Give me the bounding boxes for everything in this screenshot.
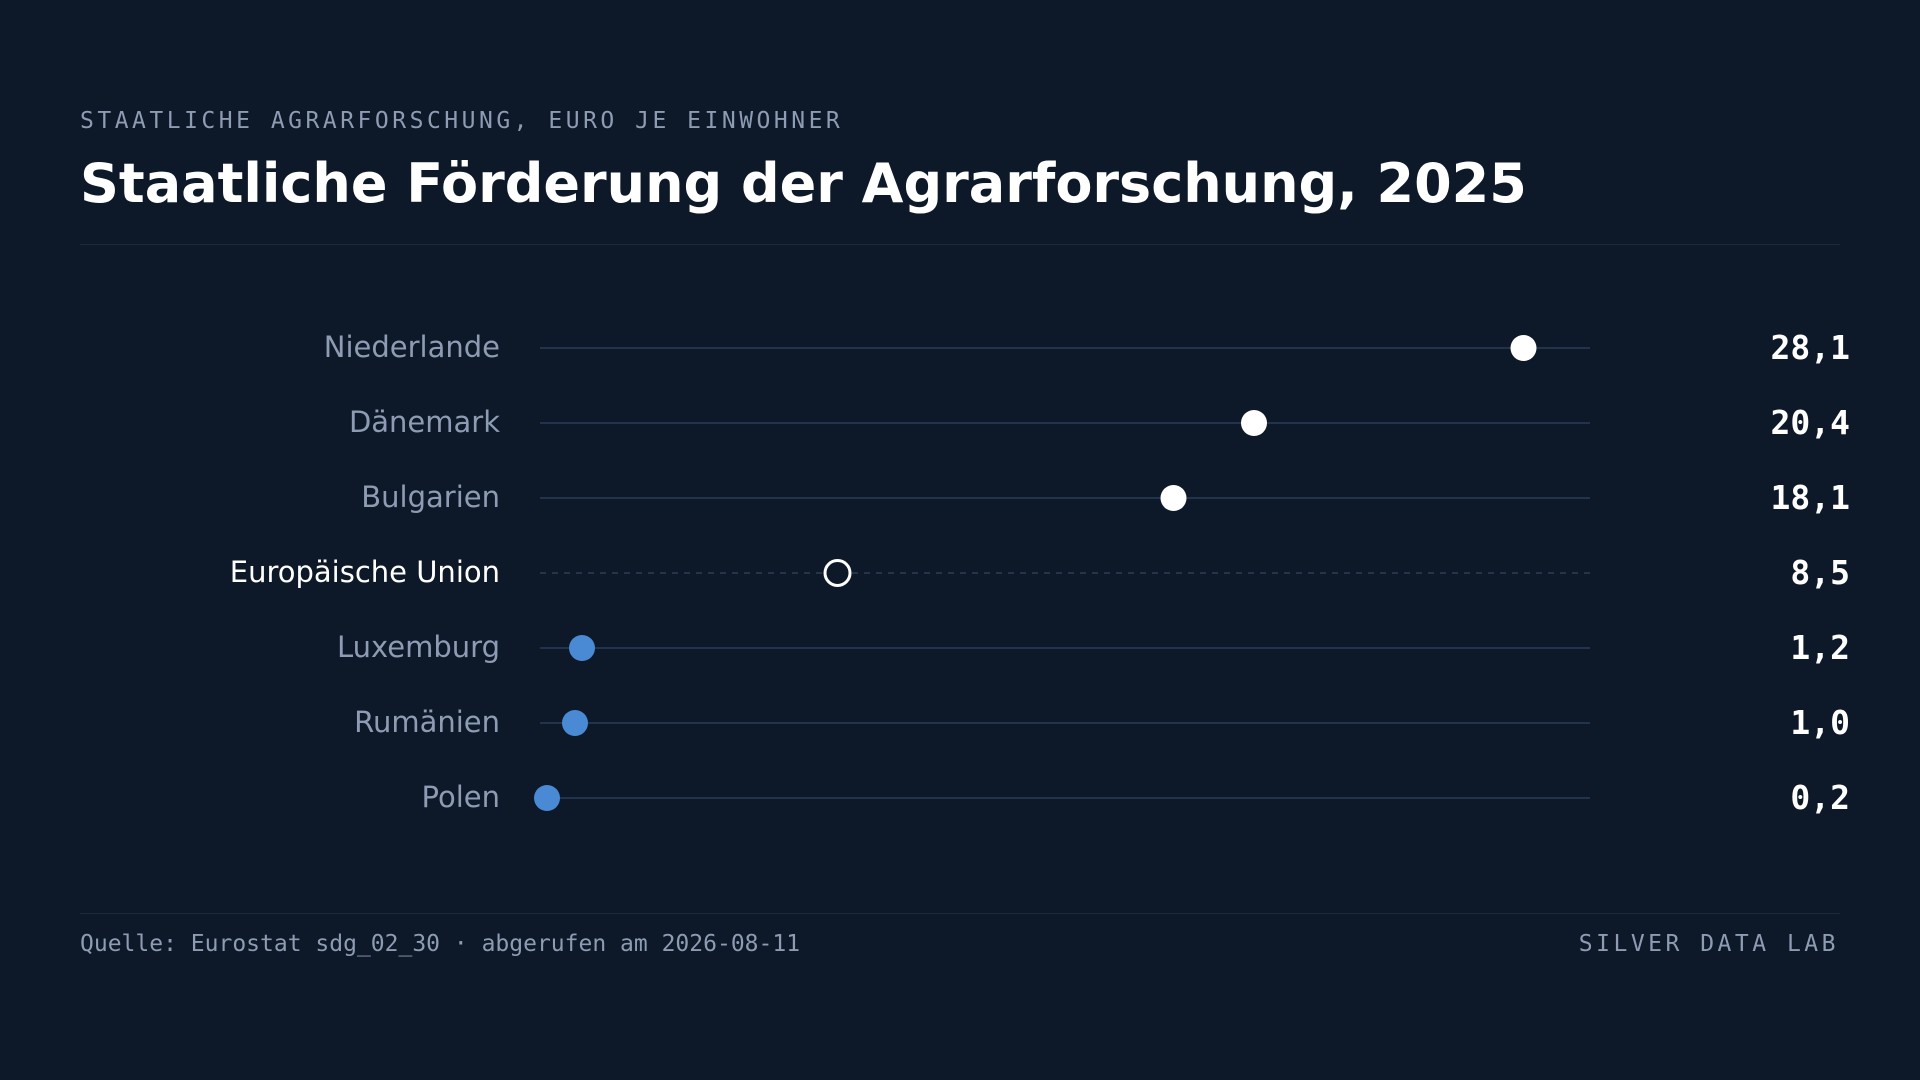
category-label-niederlande: Niederlande — [324, 330, 500, 364]
value-label-niederlande: 28,1 — [1771, 328, 1850, 367]
category-label-polen: Polen — [422, 780, 500, 814]
data-point-polen — [534, 785, 560, 811]
chart-kicker: STAATLICHE AGRARFORSCHUNG, EURO JE EINWO… — [80, 108, 844, 134]
category-label-rumanien: Rumänien — [354, 705, 500, 739]
category-label-luxemburg: Luxemburg — [337, 630, 500, 664]
value-label-europaische-union: 8,5 — [1790, 553, 1850, 592]
footer-divider — [80, 913, 1840, 914]
data-point-rumanien — [562, 710, 588, 736]
data-point-bulgarien — [1160, 485, 1187, 511]
value-label-rumanien: 1,0 — [1790, 703, 1850, 742]
data-point-europaische-union — [823, 559, 852, 587]
value-label-luxemburg: 1,2 — [1790, 628, 1850, 667]
category-label-danemark: Dänemark — [349, 405, 500, 439]
header-divider — [80, 244, 1840, 245]
data-point-luxemburg — [569, 635, 595, 661]
category-label-europaische-union: Europäische Union — [230, 555, 500, 589]
brand-label: SILVER DATA LAB — [1578, 931, 1839, 957]
data-point-niederlande — [1510, 335, 1537, 361]
value-label-bulgarien: 18,1 — [1771, 478, 1850, 517]
chart-title: Staatliche Förderung der Agrarforschung,… — [80, 152, 1527, 215]
data-point-danemark — [1241, 410, 1267, 436]
source-note: Quelle: Eurostat sdg_02_30 · abgerufen a… — [80, 931, 801, 957]
value-label-polen: 0,2 — [1790, 778, 1850, 817]
value-label-danemark: 20,4 — [1771, 403, 1850, 442]
category-label-bulgarien: Bulgarien — [361, 480, 500, 514]
